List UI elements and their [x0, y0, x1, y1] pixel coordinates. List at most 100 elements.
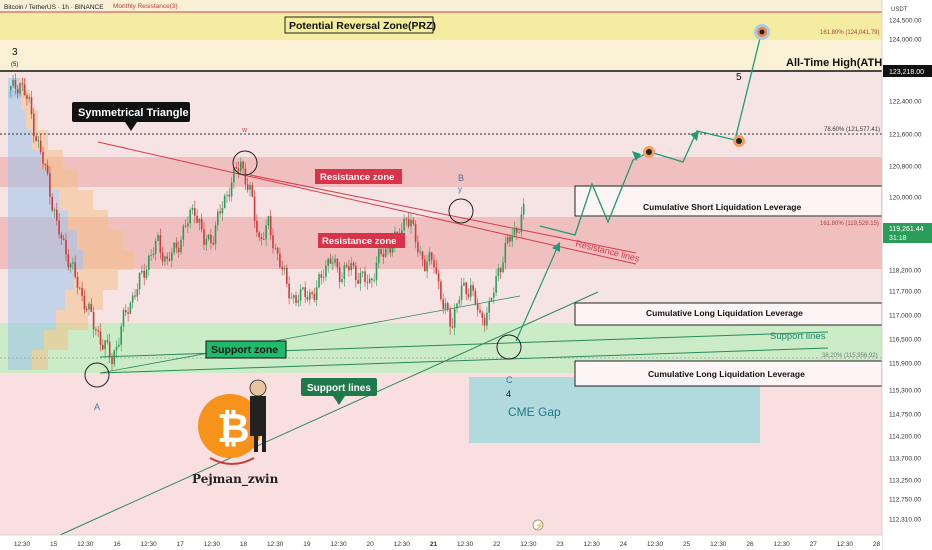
candle-body [359, 272, 362, 284]
candle-body [217, 211, 219, 226]
candle-body [375, 262, 378, 280]
countdown-text: 31:18 [889, 235, 907, 242]
monthly-resistance-label: Monthly Resistance(3) [113, 3, 178, 10]
candle-body [453, 308, 456, 328]
target-marker-1 [643, 146, 655, 158]
triangle-callout: Symmetrical Triangle [72, 102, 190, 131]
candle-body [513, 227, 516, 236]
candle-body [274, 247, 277, 249]
volume-profile-bar [8, 78, 19, 98]
time-tick-label: 12:30 [267, 541, 284, 548]
candle-body [58, 220, 60, 235]
candle-body [237, 168, 240, 172]
candle-body [384, 248, 387, 257]
bitcoin-logo: ₿ [198, 394, 262, 458]
time-tick-label: 22 [493, 541, 501, 548]
svg-text:C: C [506, 375, 513, 385]
target-marker-2 [733, 135, 745, 147]
candle-body [223, 195, 226, 208]
candle-body [111, 357, 113, 365]
candle-body [288, 283, 290, 299]
candle-body [161, 252, 164, 262]
candle-body [366, 282, 369, 283]
time-tick-label: 25 [683, 541, 691, 548]
candle-body [120, 326, 122, 345]
candle-body [368, 278, 371, 283]
ath-label: All-Time High(ATH) [786, 57, 886, 69]
candle-body [198, 218, 201, 223]
svg-text:Cumulative Long Liquidation Le: Cumulative Long Liquidation Leverage [646, 308, 803, 318]
candle-body [474, 290, 477, 305]
candle-body [322, 276, 325, 278]
candle-body [62, 238, 65, 240]
svg-text:Resistance zone: Resistance zone [320, 172, 394, 183]
svg-text:Potential Reversal Zone(PRZ): Potential Reversal Zone(PRZ) [289, 20, 436, 32]
candle-body [504, 243, 507, 263]
candle-body [219, 211, 221, 214]
candle-body [226, 194, 228, 196]
time-axis[interactable]: 12:30 15 12:30 16 12:30 17 12:30 18 12:30 19 12:30… [0, 534, 882, 550]
candle-body [318, 274, 320, 288]
svg-text:USDT: USDT [891, 7, 908, 13]
candle-body [440, 281, 442, 300]
candle-body [235, 167, 237, 169]
candle-body [405, 218, 408, 220]
candle-body [364, 271, 366, 283]
price-tick-label: 124,500.00 [889, 18, 922, 25]
candle-body [435, 267, 438, 274]
candle-body [246, 184, 249, 190]
candle-body [286, 267, 288, 284]
candle-body [483, 318, 486, 326]
svg-text:Cumulative Long Liquidation Le: Cumulative Long Liquidation Leverage [648, 369, 805, 379]
candle-body [83, 296, 86, 310]
candle-body [470, 285, 472, 297]
candle-body [428, 252, 431, 262]
volume-profile-bar [8, 210, 68, 230]
time-tick-label: 17 [177, 541, 185, 548]
candle-body [90, 303, 93, 312]
candle-body [403, 218, 405, 231]
candle-body [263, 239, 265, 240]
volume-profile-bar [8, 270, 74, 290]
price-tick-label: 120,000.00 [889, 195, 922, 202]
candle-body [168, 258, 171, 261]
candle-body [35, 136, 37, 141]
ath-price-badge [883, 65, 932, 77]
author-swoosh [209, 457, 255, 465]
candle-body [244, 168, 247, 185]
candle-body [272, 235, 274, 249]
candle-body [486, 312, 488, 326]
price-tick-label: 120,800.00 [889, 164, 922, 171]
candle-body [249, 184, 251, 190]
volume-profile-bar [68, 210, 108, 230]
time-tick-label: 20 [367, 541, 375, 548]
candle-body [138, 272, 141, 290]
candle-body [125, 310, 127, 313]
candle-body [69, 263, 72, 268]
candle-body [14, 79, 17, 89]
candle-body [104, 340, 106, 350]
fib-label-161-mid: 161.80% (119,528.15) [820, 221, 879, 227]
candle-body [350, 263, 352, 271]
candle-body [463, 282, 465, 286]
resistance-line-2 [249, 174, 637, 254]
candle-body [407, 219, 410, 227]
fib-label-161-top: 161.80% (124,041.79) [820, 30, 879, 36]
volume-profile-bar [77, 230, 123, 250]
volume-profile-bar [59, 190, 93, 210]
candle-body [145, 269, 148, 278]
svg-text:₿: ₿ [217, 406, 250, 452]
candle-body [260, 237, 263, 240]
lightning-icon[interactable]: ⚡ [532, 519, 544, 531]
candle-body [382, 253, 385, 257]
volume-profile-bar [44, 330, 68, 350]
candle-body [481, 312, 484, 319]
price-axis[interactable]: USDT 124,500.00 124,000.00 122,400.00 121,6… [881, 0, 932, 550]
candle-body [141, 270, 143, 273]
candle-body [304, 287, 306, 297]
volume-profile-bar [74, 270, 118, 290]
time-tick-label: 12:30 [773, 541, 790, 548]
candle-body [129, 302, 132, 314]
candle-body [230, 182, 233, 197]
